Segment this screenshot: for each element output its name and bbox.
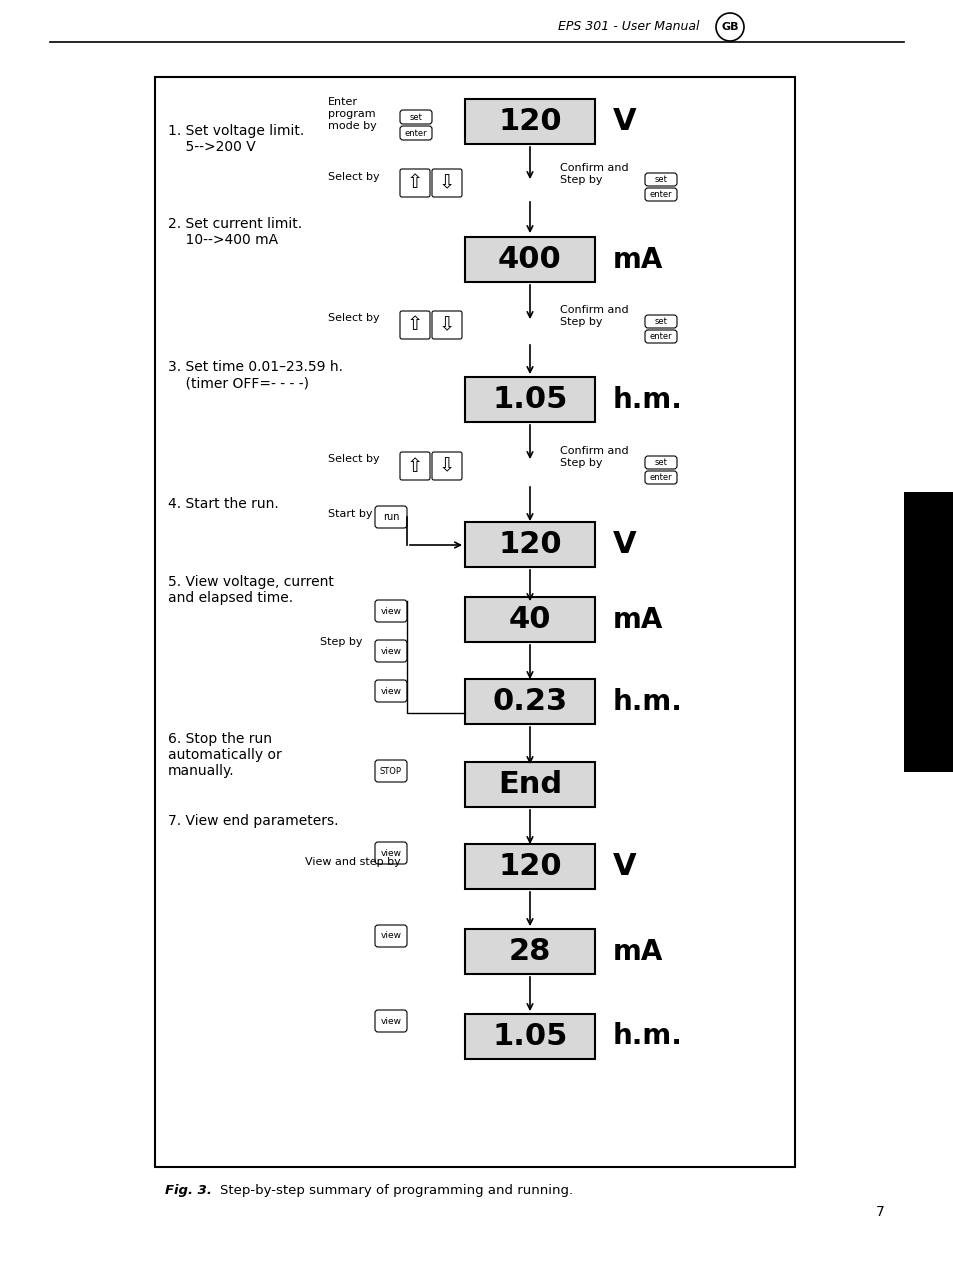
FancyBboxPatch shape bbox=[644, 455, 677, 469]
Text: 120: 120 bbox=[497, 107, 561, 136]
Text: mA: mA bbox=[613, 245, 662, 273]
Bar bbox=[154, 78, 794, 1166]
FancyBboxPatch shape bbox=[399, 126, 432, 140]
Text: ⇧: ⇧ bbox=[406, 457, 423, 476]
Text: STOP: STOP bbox=[379, 767, 401, 776]
FancyBboxPatch shape bbox=[464, 597, 595, 642]
Text: set: set bbox=[654, 458, 667, 467]
Text: h.m.: h.m. bbox=[613, 385, 682, 413]
FancyBboxPatch shape bbox=[432, 452, 461, 480]
Text: 120: 120 bbox=[497, 852, 561, 881]
Text: V: V bbox=[613, 107, 636, 136]
Text: Start by: Start by bbox=[328, 509, 372, 519]
Text: h.m.: h.m. bbox=[613, 687, 682, 715]
FancyBboxPatch shape bbox=[464, 522, 595, 567]
Text: ⇧: ⇧ bbox=[406, 315, 423, 335]
Text: 7. View end parameters.: 7. View end parameters. bbox=[168, 814, 338, 828]
Text: ⇩: ⇩ bbox=[438, 173, 455, 192]
Text: 120: 120 bbox=[497, 530, 561, 558]
Text: 5. View voltage, current
and elapsed time.: 5. View voltage, current and elapsed tim… bbox=[168, 575, 334, 605]
Text: Select by: Select by bbox=[328, 313, 379, 323]
Text: 1. Set voltage limit.
    5-->200 V: 1. Set voltage limit. 5-->200 V bbox=[168, 123, 304, 154]
Text: set: set bbox=[409, 112, 422, 122]
Text: Step by: Step by bbox=[319, 637, 362, 647]
Text: set: set bbox=[654, 317, 667, 326]
Text: 1.05: 1.05 bbox=[492, 385, 567, 413]
FancyBboxPatch shape bbox=[375, 681, 407, 702]
FancyBboxPatch shape bbox=[375, 1010, 407, 1032]
FancyBboxPatch shape bbox=[644, 188, 677, 201]
Text: End: End bbox=[497, 770, 561, 799]
Text: set: set bbox=[654, 176, 667, 184]
Text: mA: mA bbox=[613, 937, 662, 965]
Text: Fig. 3.: Fig. 3. bbox=[165, 1184, 212, 1197]
Text: 7: 7 bbox=[875, 1205, 883, 1219]
Text: enter: enter bbox=[404, 128, 427, 137]
FancyBboxPatch shape bbox=[644, 315, 677, 328]
Text: enter: enter bbox=[649, 332, 672, 341]
Text: 0.23: 0.23 bbox=[492, 687, 567, 716]
FancyBboxPatch shape bbox=[464, 237, 595, 282]
Text: 2. Set current limit.
    10-->400 mA: 2. Set current limit. 10-->400 mA bbox=[168, 218, 302, 247]
FancyBboxPatch shape bbox=[432, 310, 461, 340]
Text: Confirm and
Step by: Confirm and Step by bbox=[559, 163, 628, 184]
FancyBboxPatch shape bbox=[464, 377, 595, 422]
FancyBboxPatch shape bbox=[432, 169, 461, 197]
Text: view: view bbox=[380, 848, 401, 857]
Text: view: view bbox=[380, 931, 401, 940]
Text: view: view bbox=[380, 646, 401, 655]
Text: 400: 400 bbox=[497, 245, 561, 273]
Text: Step-by-step summary of programming and running.: Step-by-step summary of programming and … bbox=[220, 1184, 573, 1197]
Text: view: view bbox=[380, 607, 401, 616]
Text: 3. Set time 0.01–23.59 h.
    (timer OFF=- - - -): 3. Set time 0.01–23.59 h. (timer OFF=- -… bbox=[168, 360, 343, 391]
FancyBboxPatch shape bbox=[375, 600, 407, 622]
FancyBboxPatch shape bbox=[375, 759, 407, 782]
Text: View and step by: View and step by bbox=[305, 857, 400, 868]
Text: Select by: Select by bbox=[328, 454, 379, 464]
Text: V: V bbox=[613, 530, 636, 558]
Text: mA: mA bbox=[613, 605, 662, 633]
Text: Select by: Select by bbox=[328, 172, 379, 182]
Text: 40: 40 bbox=[508, 605, 551, 633]
Text: run: run bbox=[382, 513, 399, 522]
Bar bbox=[903, 492, 953, 772]
Text: V: V bbox=[613, 852, 636, 881]
Text: view: view bbox=[380, 687, 401, 696]
FancyBboxPatch shape bbox=[644, 173, 677, 186]
FancyBboxPatch shape bbox=[464, 929, 595, 974]
FancyBboxPatch shape bbox=[644, 471, 677, 485]
FancyBboxPatch shape bbox=[375, 506, 407, 528]
FancyBboxPatch shape bbox=[464, 1014, 595, 1060]
FancyBboxPatch shape bbox=[464, 762, 595, 806]
FancyBboxPatch shape bbox=[375, 640, 407, 661]
FancyBboxPatch shape bbox=[399, 169, 430, 197]
Text: GB: GB bbox=[720, 22, 738, 32]
Text: Enter
program
mode by: Enter program mode by bbox=[328, 98, 376, 131]
FancyBboxPatch shape bbox=[464, 99, 595, 144]
Text: ⇩: ⇩ bbox=[438, 315, 455, 335]
FancyBboxPatch shape bbox=[464, 845, 595, 889]
Text: view: view bbox=[380, 1016, 401, 1025]
Text: ⇩: ⇩ bbox=[438, 457, 455, 476]
FancyBboxPatch shape bbox=[644, 329, 677, 343]
Text: 1.05: 1.05 bbox=[492, 1021, 567, 1051]
Text: enter: enter bbox=[649, 190, 672, 198]
Text: Confirm and
Step by: Confirm and Step by bbox=[559, 446, 628, 468]
FancyBboxPatch shape bbox=[399, 452, 430, 480]
Text: 28: 28 bbox=[508, 937, 551, 965]
Text: 4. Start the run.: 4. Start the run. bbox=[168, 497, 278, 511]
Text: 6. Stop the run
automatically or
manually.: 6. Stop the run automatically or manuall… bbox=[168, 731, 281, 778]
Text: ⇧: ⇧ bbox=[406, 173, 423, 192]
FancyBboxPatch shape bbox=[375, 925, 407, 946]
Text: EPS 301 - User Manual: EPS 301 - User Manual bbox=[558, 20, 700, 33]
FancyBboxPatch shape bbox=[399, 310, 430, 340]
FancyBboxPatch shape bbox=[375, 842, 407, 864]
Text: h.m.: h.m. bbox=[613, 1023, 682, 1051]
FancyBboxPatch shape bbox=[399, 109, 432, 123]
Text: Confirm and
Step by: Confirm and Step by bbox=[559, 305, 628, 327]
Text: enter: enter bbox=[649, 473, 672, 482]
FancyBboxPatch shape bbox=[464, 679, 595, 724]
